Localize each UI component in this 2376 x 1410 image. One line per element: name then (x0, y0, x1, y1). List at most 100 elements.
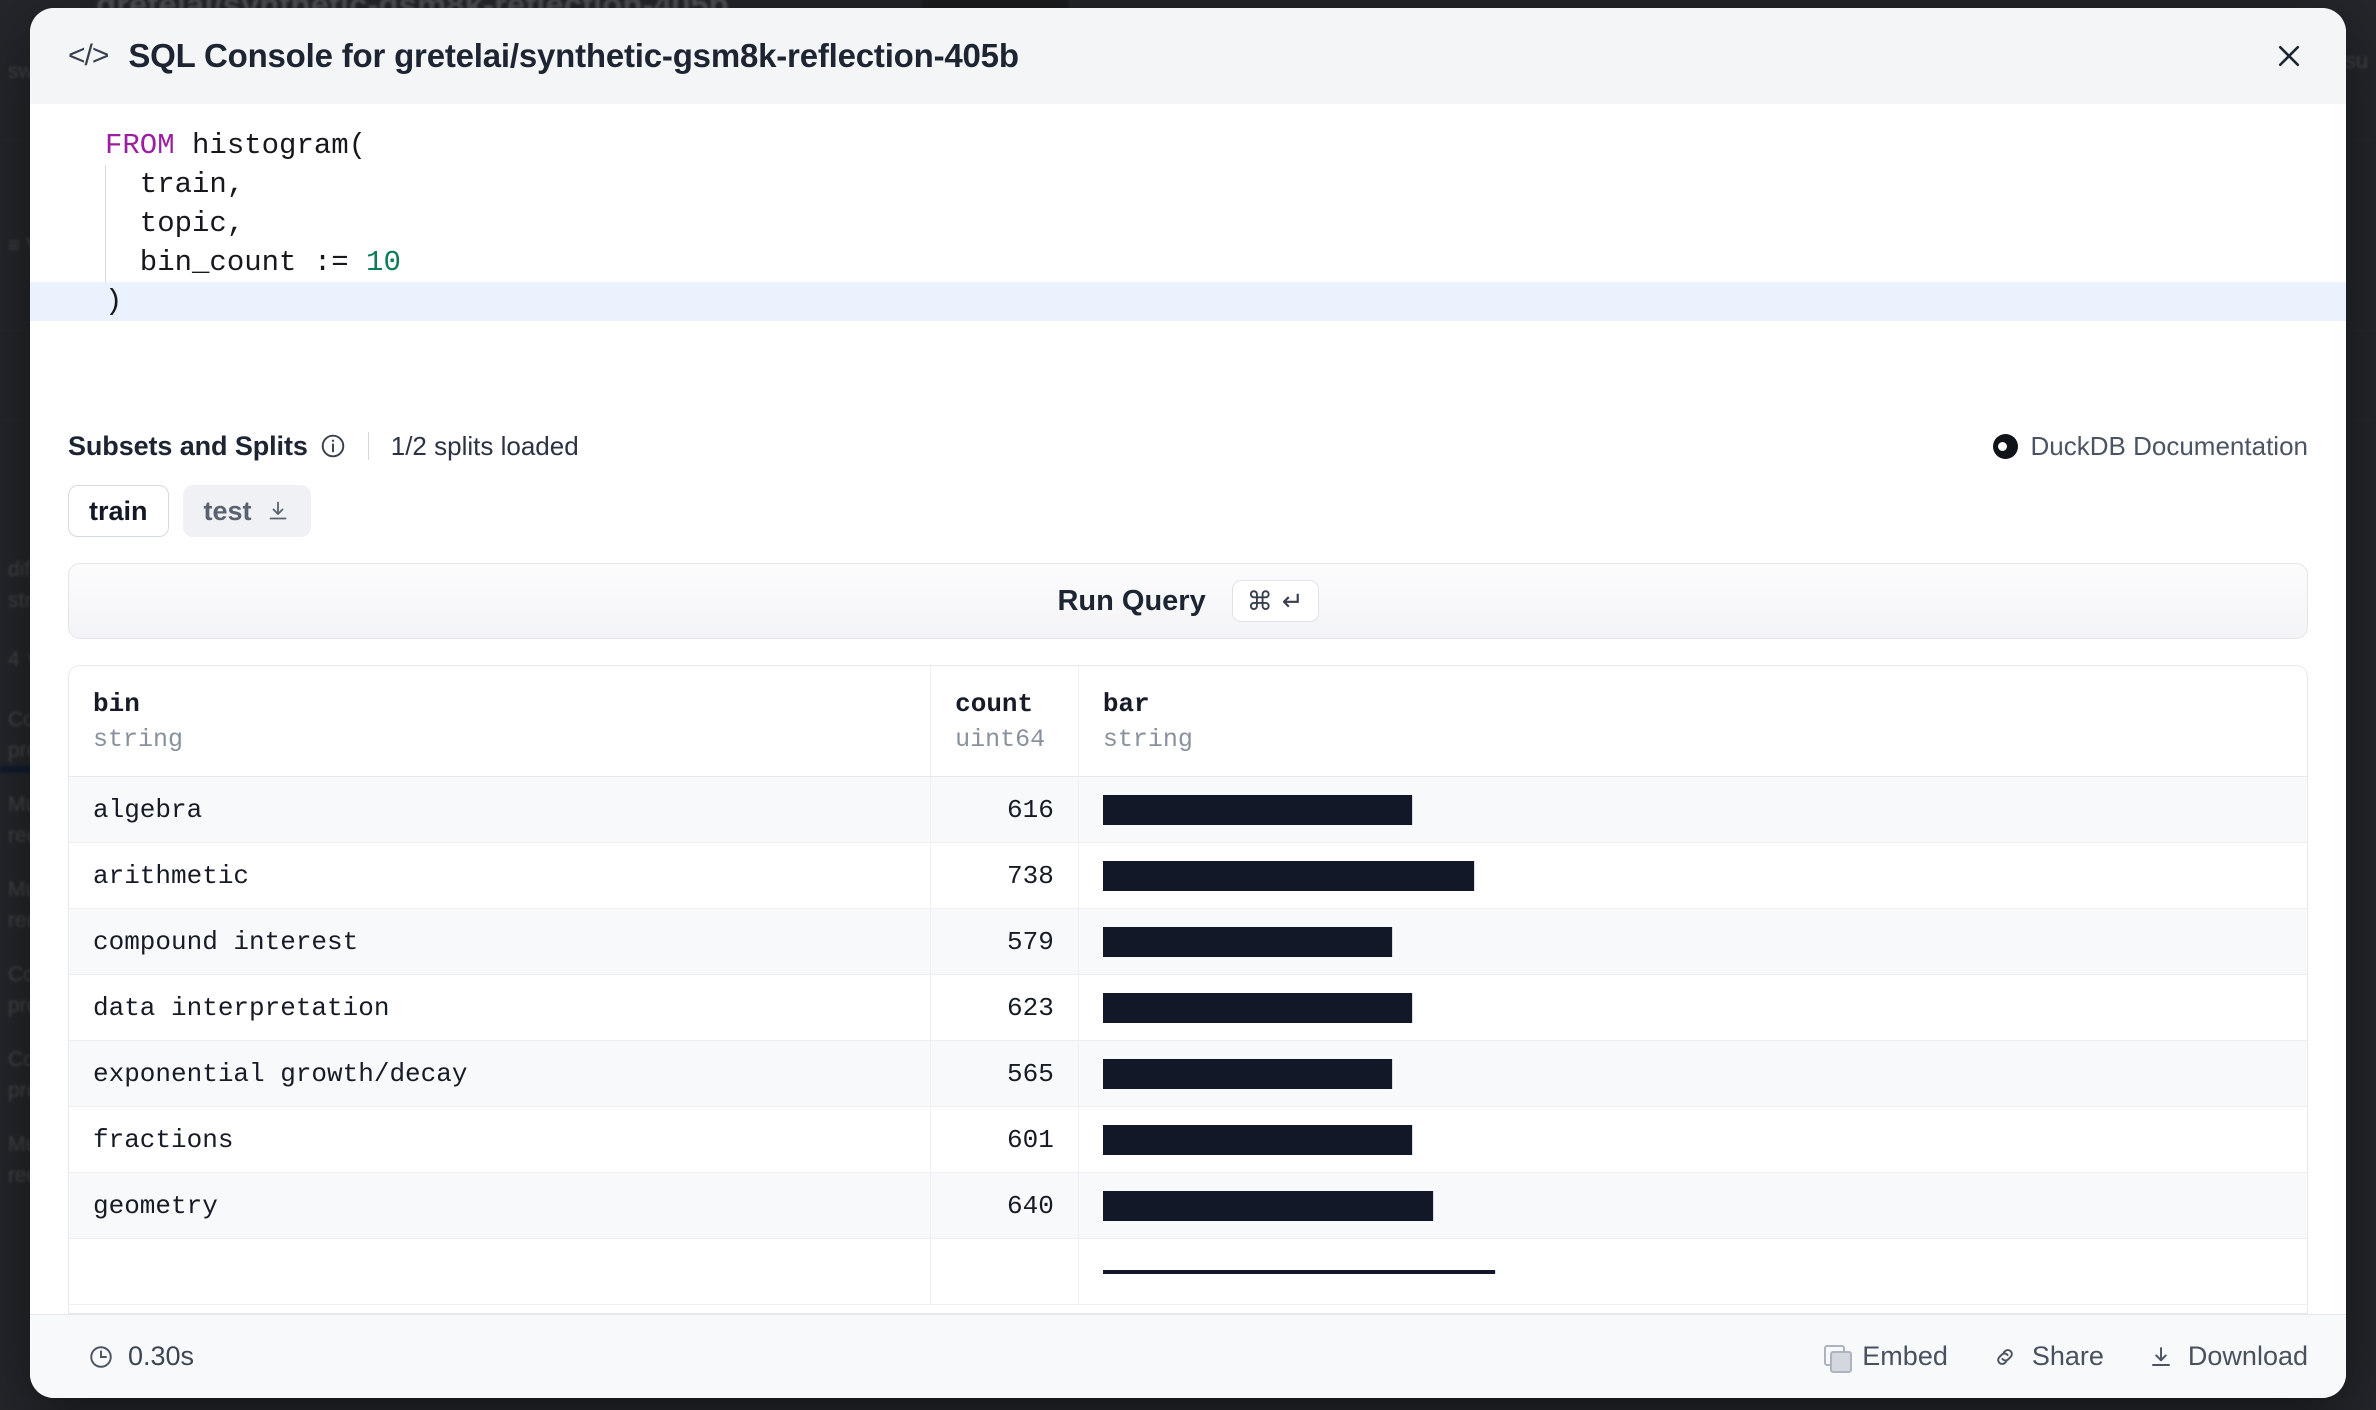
cell-bin: compound interest (69, 908, 932, 976)
run-query-label: Run Query (1057, 584, 1206, 617)
table-header-row: bin string count uint64 bar string (69, 666, 2307, 778)
shortcut-command-key: ⌘ (1246, 585, 1273, 616)
cell-count: 738 (930, 842, 1079, 910)
column-name: count (955, 689, 1034, 719)
code-text: train, (105, 168, 245, 201)
table-row[interactable]: data interpretation 623 (69, 974, 2307, 1042)
run-query-button[interactable]: Run Query ⌘ ↵ (68, 563, 2308, 639)
code-line-active[interactable]: ) (30, 282, 2346, 321)
table-row[interactable] (69, 1238, 2307, 1306)
cell-count: 601 (930, 1106, 1079, 1174)
histogram-bar (1102, 1058, 1393, 1089)
code-line[interactable]: bin_count := 10 (30, 243, 2346, 282)
cell-bin: fractions (69, 1106, 932, 1174)
results-table-body: algebra 616 arithmetic 738 compound interest… (69, 776, 2307, 1306)
table-row[interactable]: exponential growth/decay 565 (69, 1040, 2307, 1108)
embed-label: Embed (1862, 1341, 1948, 1371)
code-line[interactable]: train, (30, 165, 2346, 204)
split-tab-label: train (89, 495, 148, 526)
query-duration: 0.30s (68, 1341, 194, 1372)
cell-bin: exponential growth/decay (69, 1040, 932, 1108)
sql-console-modal: </> SQL Console for gretelai/synthetic-g… (30, 8, 2346, 1398)
code-line[interactable]: topic, (30, 204, 2346, 243)
cell-count: 623 (930, 974, 1079, 1042)
shortcut-enter-key: ↵ (1281, 585, 1304, 616)
sql-number: 10 (366, 246, 401, 279)
cell-bar (1078, 1238, 2307, 1306)
results-table-container[interactable]: bin string count uint64 bar string algeb… (68, 665, 2308, 1314)
cell-bin: data interpretation (69, 974, 932, 1042)
duration-label: 0.30s (128, 1341, 195, 1371)
backdrop-line: str (8, 589, 32, 612)
cell-bin (69, 1238, 932, 1306)
modal-header: </> SQL Console for gretelai/synthetic-g… (30, 8, 2346, 104)
histogram-bar (1102, 1124, 1414, 1155)
footer-actions: Embed Share Download (1824, 1341, 2308, 1373)
split-tab-test[interactable]: test (182, 485, 311, 537)
download-button[interactable]: Download (2148, 1341, 2308, 1372)
table-row[interactable]: fractions 601 (69, 1106, 2307, 1174)
splits-header: Subsets and Splits 1/2 splits loaded Duc… (68, 423, 2308, 469)
split-tabs: train test (68, 485, 2308, 537)
share-button[interactable]: Share (1992, 1341, 2104, 1372)
duckdb-icon (1992, 433, 2018, 459)
histogram-bar (1102, 860, 1476, 891)
table-row[interactable]: geometry 640 (69, 1172, 2307, 1240)
splits-title: Subsets and Splits (68, 430, 308, 461)
histogram-bar (1102, 794, 1414, 825)
cell-bar (1078, 908, 2307, 976)
duckdb-link-label: DuckDB Documentation (2030, 430, 2308, 461)
info-icon[interactable] (320, 433, 346, 459)
subsets-and-splits-section: Subsets and Splits 1/2 splits loaded Duc… (30, 423, 2346, 537)
cell-bar (1078, 1106, 2307, 1174)
column-type: uint64 (955, 724, 1046, 754)
code-text: bin_count := (105, 246, 367, 279)
sql-editor[interactable]: FROM histogram( train, topic, bin_count … (30, 104, 2346, 423)
column-type: string (1102, 724, 1193, 754)
table-row[interactable]: compound interest 579 (69, 908, 2307, 976)
divider (367, 432, 369, 460)
column-name: bar (1102, 689, 1150, 719)
run-query-shortcut: ⌘ ↵ (1231, 579, 1319, 623)
column-header-count[interactable]: count uint64 (930, 666, 1079, 778)
duckdb-documentation-link[interactable]: DuckDB Documentation (1992, 430, 2308, 462)
cell-bin: geometry (69, 1172, 932, 1240)
download-icon (2151, 1346, 2170, 1366)
modal-title: SQL Console for gretelai/synthetic-gsm8k… (128, 37, 1019, 74)
backdrop-line: sw (8, 60, 34, 83)
table-row[interactable]: arithmetic 738 (69, 842, 2307, 910)
download-label: Download (2187, 1341, 2308, 1371)
copy-icon (1824, 1344, 1853, 1373)
split-tab-train[interactable]: train (68, 485, 169, 537)
download-icon (269, 501, 286, 520)
close-button[interactable] (2266, 33, 2312, 79)
splits-loaded-status: 1/2 splits loaded (390, 430, 579, 461)
table-row[interactable]: algebra 616 (69, 776, 2307, 844)
editor-spacer (30, 321, 2346, 423)
histogram-bar (1102, 1269, 1497, 1274)
cell-bar (1078, 842, 2307, 910)
clock-icon (90, 1345, 112, 1368)
cell-bar (1078, 776, 2307, 844)
cell-count: 616 (930, 776, 1079, 844)
cell-count (930, 1238, 1079, 1306)
code-icon: </> (68, 39, 109, 72)
cell-bar (1078, 974, 2307, 1042)
histogram-bar (1102, 1190, 1435, 1221)
backdrop-line: dif (8, 558, 31, 581)
cell-count: 565 (930, 1040, 1079, 1108)
column-header-bin[interactable]: bin string (69, 666, 932, 778)
column-header-bar[interactable]: bar string (1078, 666, 2307, 778)
cell-count: 579 (930, 908, 1079, 976)
link-icon (1997, 1348, 2013, 1365)
cell-bar (1078, 1172, 2307, 1240)
code-line[interactable]: FROM histogram( (30, 126, 2346, 165)
close-icon (2278, 45, 2300, 67)
code-text: ) (105, 285, 123, 318)
embed-button[interactable]: Embed (1824, 1341, 1948, 1373)
modal-footer: 0.30s Embed Share Download (30, 1314, 2346, 1398)
histogram-bar (1102, 992, 1414, 1023)
results-table: bin string count uint64 bar string algeb… (69, 666, 2307, 1306)
cell-count: 640 (930, 1172, 1079, 1240)
column-type: string (93, 724, 184, 754)
